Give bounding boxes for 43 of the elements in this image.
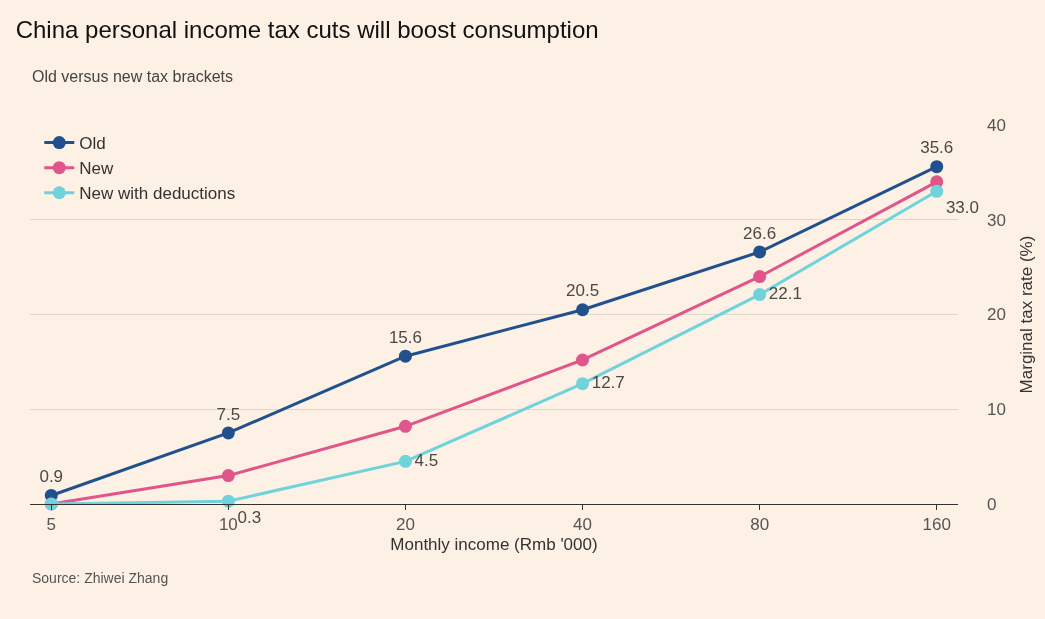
- x-tick-label: 20: [395, 515, 415, 535]
- x-axis-title: Monthly income (Rmb '000): [390, 534, 598, 554]
- point: [398, 454, 412, 468]
- data-label: 20.5: [566, 281, 600, 301]
- y-axis-title: Marginal tax rate (%): [1017, 235, 1037, 394]
- point: [576, 353, 590, 367]
- x-tick-label: 80: [750, 515, 770, 535]
- x-tick-label: 160: [922, 515, 951, 535]
- point: [576, 377, 590, 391]
- point: [221, 426, 235, 440]
- point: [221, 469, 235, 483]
- y-tick-label: 40: [987, 115, 1006, 135]
- y-tick-label: 0: [987, 494, 997, 514]
- x-tick-label: 5: [46, 515, 56, 535]
- x-tick-label: 40: [573, 515, 593, 535]
- y-tick-label: 20: [987, 305, 1006, 325]
- point: [930, 160, 944, 174]
- data-label: 35.6: [920, 138, 954, 158]
- data-label: 7.5: [216, 404, 241, 424]
- chart-subtitle: Old versus new tax brackets: [32, 68, 233, 85]
- y-tick-label: 30: [987, 210, 1006, 230]
- data-label: 12.7: [591, 372, 625, 392]
- point: [398, 419, 412, 433]
- data-label: 15.6: [388, 327, 422, 347]
- point: [753, 270, 767, 284]
- legend-label: New with deductions: [79, 184, 236, 204]
- data-label: 0.9: [39, 467, 64, 487]
- legend-label: New: [79, 159, 115, 179]
- source-note: Source: Zhiwei Zhang: [32, 570, 169, 586]
- point: [753, 288, 767, 302]
- data-label: 0.3: [237, 508, 262, 528]
- point: [930, 184, 944, 198]
- legend-label: Old: [79, 134, 106, 154]
- data-label: 4.5: [414, 450, 439, 470]
- x-tick-label: 10: [218, 515, 238, 535]
- point: [398, 349, 412, 363]
- chart-title: China personal income tax cuts will boost consumption: [15, 16, 599, 44]
- data-label: 26.6: [743, 223, 777, 243]
- point: [753, 245, 767, 259]
- y-tick-label: 10: [987, 400, 1006, 420]
- data-label: 33.0: [945, 198, 979, 218]
- point: [576, 303, 590, 317]
- data-label: 22.1: [768, 283, 802, 303]
